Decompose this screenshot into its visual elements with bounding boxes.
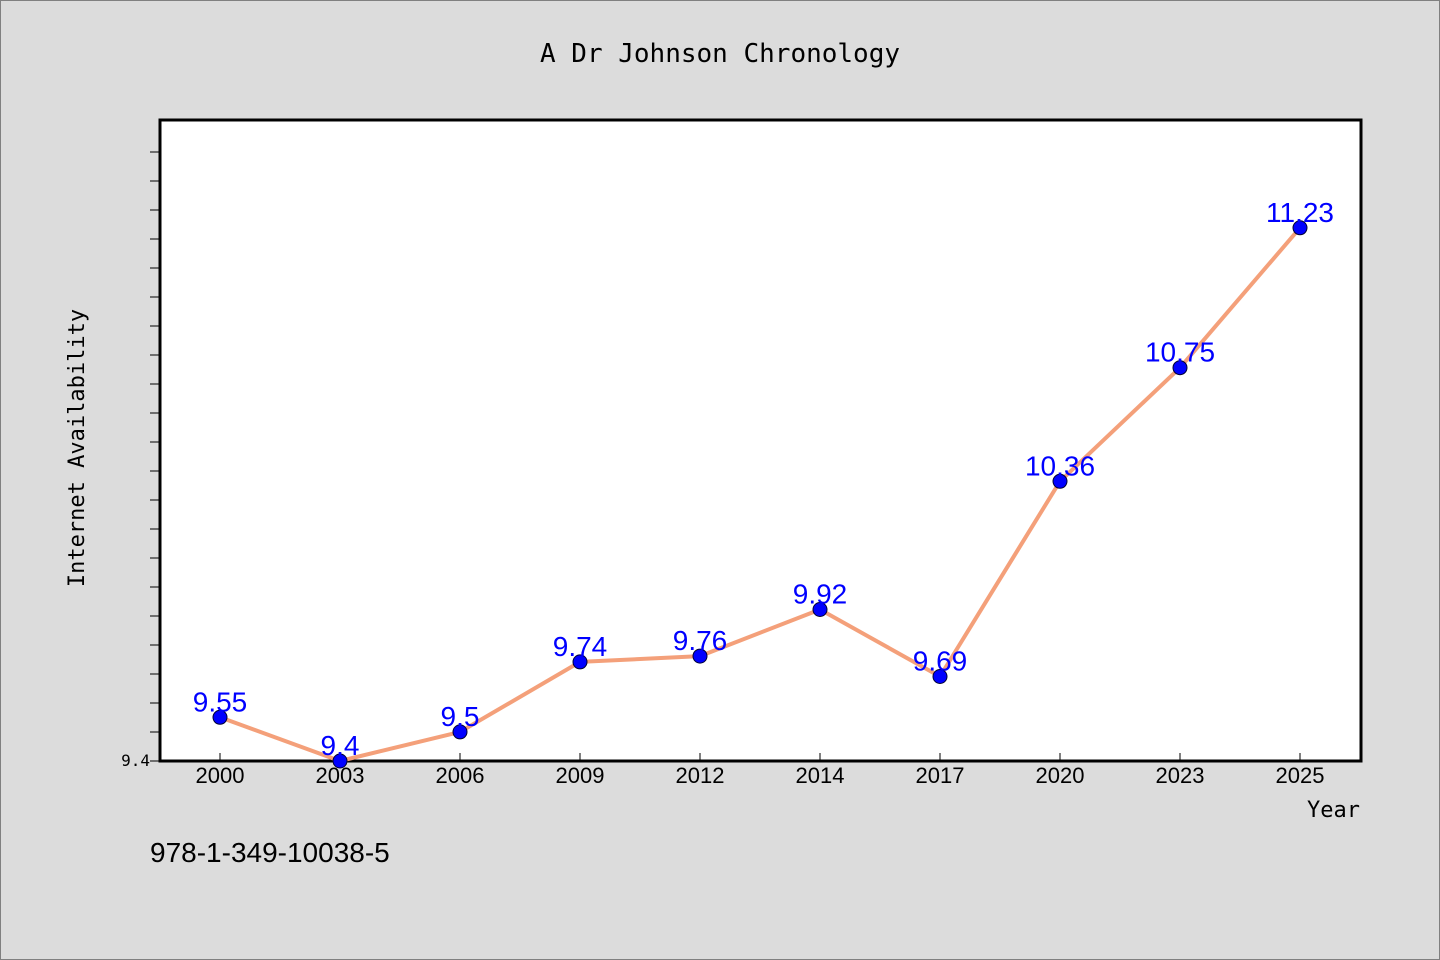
data-label: 9.5 [441, 701, 480, 732]
x-tick-label: 2006 [436, 763, 485, 788]
data-label: 9.4 [321, 730, 360, 761]
data-label: 9.74 [553, 631, 608, 662]
data-label: 9.69 [913, 646, 968, 677]
y-tick-label: 9.4 [121, 751, 150, 770]
y-axis-label: Internet Availability [65, 309, 90, 587]
data-label: 10.75 [1145, 337, 1215, 368]
x-tick-label: 2023 [1156, 763, 1205, 788]
data-point [932, 669, 948, 684]
data-point [812, 602, 828, 617]
data-point [572, 654, 588, 670]
data-markers [212, 220, 1308, 769]
data-point [1172, 360, 1188, 376]
x-tick-label: 2012 [676, 763, 725, 788]
x-tick-label: 2025 [1276, 763, 1325, 788]
x-axis-ticks: 2000 2003 2006 2009 2012 2014 2017 2020 2023 2025 [196, 753, 1325, 788]
x-tick-label: 2009 [556, 763, 605, 788]
x-axis-label: Year [1307, 798, 1360, 823]
chart-title: A Dr Johnson Chronology [540, 39, 900, 69]
data-label: 10.36 [1025, 450, 1095, 481]
isbn-footnote: 978-1-349-10038-5 [150, 837, 390, 868]
y-axis-ticks [150, 151, 160, 762]
data-point [212, 709, 228, 725]
series-line [219, 226, 1302, 763]
data-point [1052, 473, 1068, 489]
data-point [452, 724, 468, 740]
data-label: 9.76 [673, 625, 728, 656]
x-tick-label: 2014 [796, 763, 845, 788]
data-label: 9.92 [793, 579, 848, 610]
data-point [1292, 220, 1308, 236]
data-point [332, 753, 348, 769]
data-point [692, 648, 708, 664]
x-tick-label: 2020 [1036, 763, 1085, 788]
x-tick-label: 2000 [196, 763, 245, 788]
plot-area [158, 118, 1363, 763]
data-labels: 9.55 9.4 9.5 9.74 9.76 9.92 9.69 10.36 10.75 11.2… [193, 197, 1334, 761]
data-label: 9.55 [193, 686, 248, 717]
x-tick-label: 2017 [916, 763, 965, 788]
data-label: 11.23 [1266, 197, 1334, 228]
